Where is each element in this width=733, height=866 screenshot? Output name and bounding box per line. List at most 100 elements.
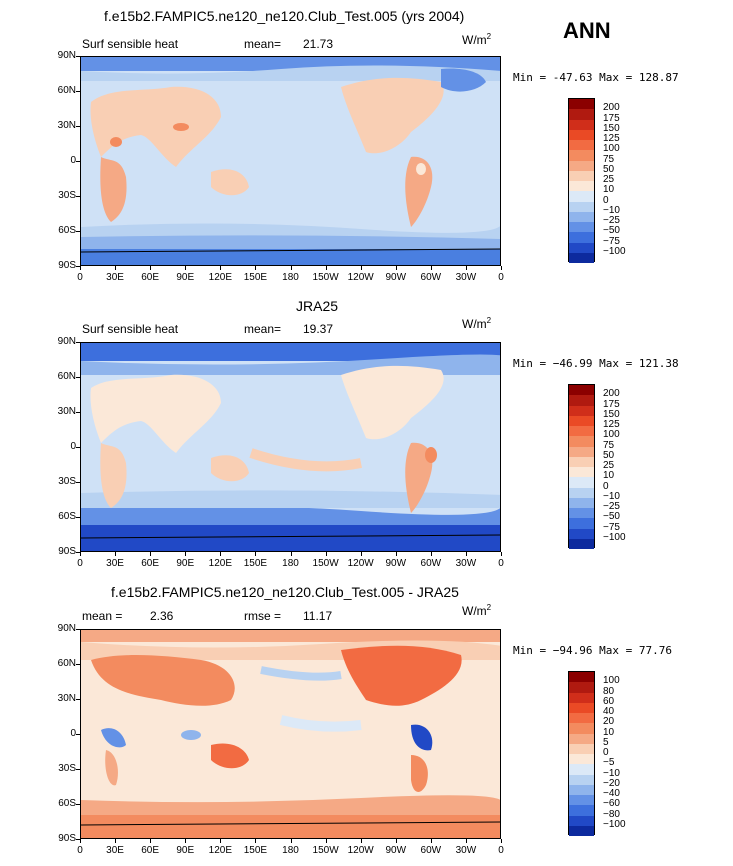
colorbar-label: 25 bbox=[603, 174, 615, 185]
colorbar-label: 25 bbox=[603, 460, 615, 471]
x-tick-mark bbox=[360, 839, 362, 843]
y-tick-mark bbox=[76, 91, 80, 92]
colorbar-label: −10 bbox=[603, 204, 620, 216]
y-tick-label: 0 bbox=[70, 728, 76, 739]
colorbar-swatch bbox=[569, 528, 594, 539]
y-tick-mark bbox=[76, 734, 80, 735]
x-tick-label: 0 bbox=[77, 558, 83, 569]
x-tick-mark bbox=[290, 552, 292, 556]
x-tick-mark bbox=[255, 266, 257, 270]
colorbar-swatch bbox=[569, 795, 594, 806]
y-tick-mark bbox=[76, 664, 80, 665]
colorbar-label: 75 bbox=[603, 153, 615, 165]
x-tick-label: 120W bbox=[347, 845, 374, 856]
x-tick-mark bbox=[360, 552, 362, 556]
x-tick-mark bbox=[465, 266, 467, 270]
map-model-field bbox=[81, 57, 500, 265]
mean-value-model: 21.73 bbox=[303, 37, 334, 51]
colorbar-label: −50 bbox=[603, 225, 620, 237]
x-tick-label: 30E bbox=[106, 845, 124, 856]
units-label-model: W/m2 bbox=[462, 32, 492, 47]
x-tick-mark bbox=[80, 552, 81, 556]
y-tick-mark bbox=[76, 342, 80, 343]
colorbar-label: −80 bbox=[603, 808, 620, 820]
colorbar-label: −75 bbox=[603, 235, 620, 247]
x-tick-label: 150W bbox=[312, 558, 339, 569]
colorbar-label: −100 bbox=[603, 531, 626, 543]
colorbar-label: −25 bbox=[603, 215, 620, 226]
colorbar-label: −10 bbox=[603, 490, 620, 502]
y-tick-label: 60S bbox=[58, 225, 76, 236]
rmse-value-diff: 11.17 bbox=[303, 609, 333, 623]
colorbar-label: 150 bbox=[603, 408, 620, 420]
x-tick-label: 150E bbox=[243, 845, 268, 856]
y-tick-label: 90N bbox=[57, 623, 76, 634]
colorbar-label: −25 bbox=[603, 501, 620, 512]
colorbar-label: 40 bbox=[603, 706, 615, 717]
y-tick-label: 90S bbox=[58, 546, 76, 557]
colorbar-label: −50 bbox=[603, 511, 620, 523]
colorbar-label: 125 bbox=[603, 419, 620, 430]
y-tick-mark bbox=[76, 699, 80, 700]
x-tick-mark bbox=[115, 839, 117, 843]
y-tick-label: 90S bbox=[58, 833, 76, 844]
x-tick-label: 90W bbox=[385, 558, 407, 569]
minmax-label-obs: Min = −46.99 Max = 121.38 bbox=[513, 357, 679, 370]
x-tick-mark bbox=[325, 839, 327, 843]
y-tick-mark bbox=[76, 482, 80, 483]
x-tick-label: 0 bbox=[498, 558, 504, 569]
colorbar-swatch bbox=[569, 395, 594, 406]
colorbar-label: −20 bbox=[603, 777, 620, 789]
y-tick-label: 90S bbox=[58, 260, 76, 271]
y-tick-label: 0 bbox=[70, 441, 76, 452]
x-tick-mark bbox=[220, 839, 222, 843]
y-tick-label: 60N bbox=[57, 85, 76, 96]
x-tick-mark bbox=[325, 552, 327, 556]
x-tick-label: 90E bbox=[176, 845, 195, 856]
x-tick-mark bbox=[501, 839, 502, 843]
colorbar-swatch bbox=[569, 232, 594, 243]
colorbar-label: −100 bbox=[603, 245, 626, 257]
map-diff bbox=[80, 629, 501, 839]
colorbar-swatch bbox=[569, 140, 594, 151]
x-tick-mark bbox=[430, 552, 432, 556]
y-tick-mark bbox=[76, 517, 80, 518]
x-tick-label: 150W bbox=[312, 845, 339, 856]
colorbar-label: 50 bbox=[603, 163, 615, 175]
x-tick-mark bbox=[150, 266, 152, 270]
mean-label-diff: mean = bbox=[82, 609, 123, 623]
x-tick-mark bbox=[395, 552, 397, 556]
x-tick-label: 120E bbox=[208, 272, 232, 283]
x-tick-mark bbox=[80, 839, 81, 843]
colorbar-swatch bbox=[569, 252, 594, 263]
colorbar-label: 80 bbox=[603, 685, 615, 697]
x-tick-mark bbox=[220, 266, 222, 270]
colorbar-label: 100 bbox=[603, 429, 620, 441]
x-tick-label: 90W bbox=[385, 845, 407, 856]
season-label: ANN bbox=[563, 18, 611, 43]
x-tick-mark bbox=[115, 552, 117, 556]
colorbar-swatch bbox=[569, 805, 594, 816]
x-tick-mark bbox=[80, 266, 81, 270]
colorbar-swatch bbox=[569, 743, 594, 754]
x-tick-label: 90E bbox=[176, 558, 195, 569]
x-tick-label: 60E bbox=[141, 558, 160, 569]
colorbar-swatch bbox=[569, 222, 594, 233]
colorbar-swatch bbox=[569, 538, 594, 549]
x-tick-label: 60E bbox=[141, 845, 160, 856]
colorbar-label: 100 bbox=[603, 143, 620, 155]
colorbar-label: 5 bbox=[603, 736, 609, 748]
x-tick-label: 180 bbox=[282, 558, 299, 569]
colorbar-label: 0 bbox=[603, 480, 609, 492]
x-tick-label: 60E bbox=[141, 272, 160, 283]
x-tick-mark bbox=[150, 552, 152, 556]
y-tick-label: 0 bbox=[70, 155, 76, 166]
colorbar-label: 175 bbox=[603, 398, 620, 410]
colorbar-swatch bbox=[569, 467, 594, 478]
y-tick-mark bbox=[76, 196, 80, 197]
units-label-diff: W/m2 bbox=[462, 603, 492, 618]
colorbar-label: 200 bbox=[603, 102, 620, 114]
colorbar-swatch bbox=[569, 764, 594, 775]
x-tick-label: 150E bbox=[243, 558, 268, 569]
colorbar-label: 10 bbox=[603, 184, 615, 196]
